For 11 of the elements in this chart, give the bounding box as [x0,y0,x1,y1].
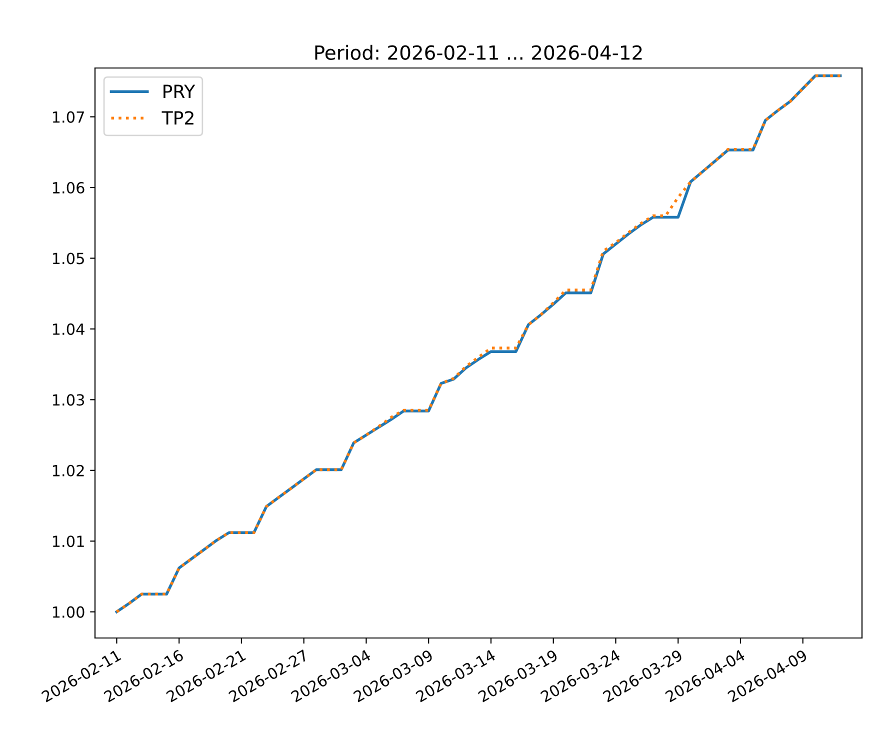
y-tick-label: 1.03 [52,394,84,406]
y-tick-label: 1.07 [52,111,84,123]
y-tick-label: 1.02 [52,464,84,476]
legend-label: TP2 [162,111,194,124]
chart-title: Period: 2026-02-11 ... 2026-04-12 [315,44,642,60]
y-tick-label: 1.06 [52,182,84,194]
y-tick-label: 1.01 [52,536,84,548]
y-tick-label: 1.04 [52,323,84,335]
y-tick-label: 1.00 [52,606,84,618]
legend-label: PRY [164,84,196,98]
y-tick-label: 1.05 [52,252,84,264]
